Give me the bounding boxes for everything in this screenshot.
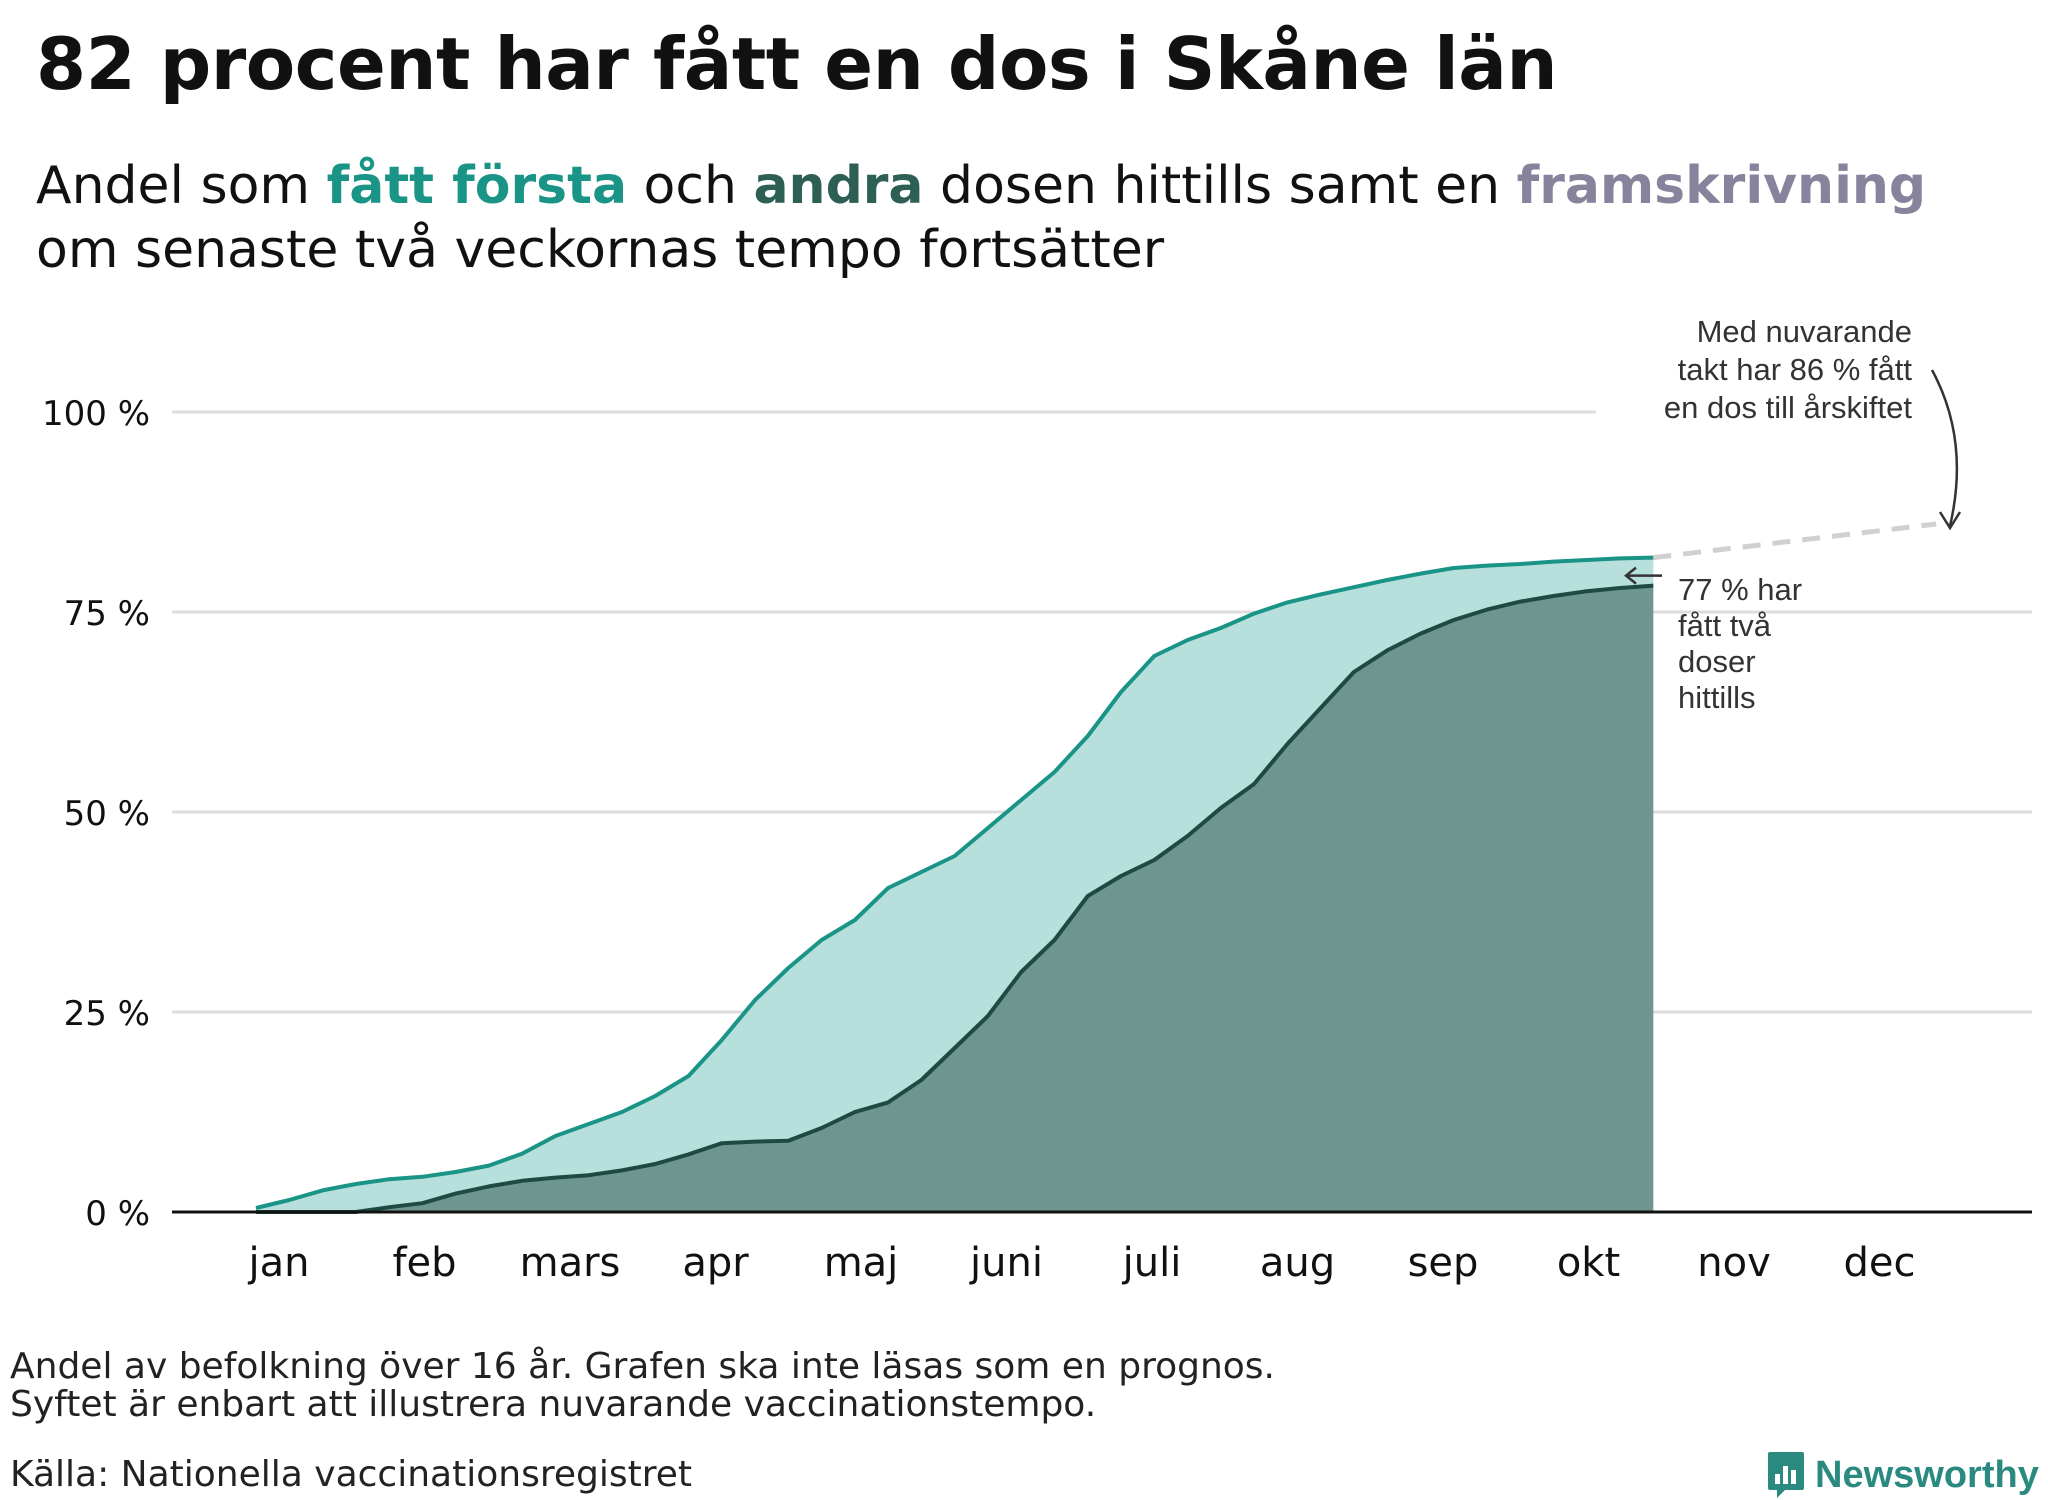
- x-tick-label: dec: [1844, 1240, 1916, 1286]
- x-tick-label: jan: [248, 1240, 310, 1286]
- footnote: Andel av befolkning över 16 år. Grafen s…: [10, 1348, 1275, 1424]
- x-tick-label: feb: [392, 1240, 456, 1286]
- projection-line: [1653, 521, 1937, 561]
- projection-annotation-line: Med nuvarande: [1697, 314, 1912, 349]
- brand-name: Newsworthy: [1815, 1453, 2039, 1496]
- x-tick-label: aug: [1260, 1240, 1335, 1286]
- x-tick-label: juni: [969, 1240, 1043, 1286]
- first-dose-line: [255, 555, 1654, 1210]
- x-tick-label: maj: [824, 1240, 899, 1286]
- newsworthy-icon: [1768, 1452, 1804, 1498]
- x-tick-label: sep: [1408, 1240, 1479, 1286]
- subtitle-text: Andel som: [36, 156, 327, 216]
- x-tick-label: apr: [682, 1240, 749, 1286]
- second-dose-line: [256, 583, 1654, 1214]
- subtitle-second-dose: andra: [753, 156, 924, 216]
- subtitle-text: dosen hittills samt en: [923, 156, 1517, 216]
- chart-subtitle: Andel som fått första och andra dosen hi…: [36, 154, 2016, 282]
- footnote-line: Andel av befolkning över 16 år. Grafen s…: [10, 1346, 1275, 1387]
- chart-title: 82 procent har fått en dos i Skåne län: [36, 22, 1558, 106]
- y-tick-label: 0 %: [85, 1194, 150, 1234]
- area-layer: [255, 521, 1937, 1214]
- second-dose-area: [256, 585, 1654, 1212]
- y-tick-label: 50 %: [64, 794, 150, 834]
- second-dose-annotation-line: 77 % har: [1678, 572, 1802, 607]
- x-tick-label: okt: [1557, 1240, 1620, 1286]
- projection-annotation-line: takt har 86 % fått: [1678, 352, 1913, 387]
- arrow-head: [1623, 566, 1637, 585]
- chart: 0 % 25 % 50 % 75 % 100 % jan feb mars apr maj jun…: [42, 314, 2032, 1286]
- y-tick-label: 25 %: [64, 994, 150, 1034]
- subtitle-projection: framskrivning: [1516, 156, 1927, 216]
- x-tick-label: juli: [1122, 1240, 1182, 1286]
- projection-annotation-line: en dos till årskiftet: [1664, 390, 1912, 425]
- x-tick-label: mars: [520, 1240, 621, 1286]
- second-dose-annotation-line: doser: [1678, 644, 1756, 679]
- y-tick-label: 100 %: [42, 394, 150, 434]
- footnote-line: Syftet är enbart att illustrera nuvarand…: [10, 1384, 1097, 1425]
- subtitle-text: och: [627, 156, 754, 216]
- subtitle-text: om senaste två veckornas tempo fortsätte…: [36, 220, 1165, 280]
- x-tick-label: nov: [1697, 1240, 1771, 1286]
- arrow-head: [1938, 511, 1962, 531]
- x-tick-labels: jan feb mars apr maj juni juli aug sep okt nov dec: [248, 1240, 1916, 1286]
- y-tick-label: 75 %: [64, 594, 150, 634]
- brand-logo: Newsworthy: [1767, 1450, 2039, 1500]
- annotation-arrow: [1930, 369, 1959, 527]
- subtitle-first-dose: fått första: [326, 156, 628, 216]
- second-dose-annotation-line: fått två: [1678, 608, 1772, 643]
- y-tick-labels: 0 % 25 % 50 % 75 % 100 %: [42, 394, 150, 1234]
- source-note: Källa: Nationella vaccinationsregistret: [10, 1454, 692, 1495]
- second-dose-annotation-line: hittills: [1678, 680, 1756, 715]
